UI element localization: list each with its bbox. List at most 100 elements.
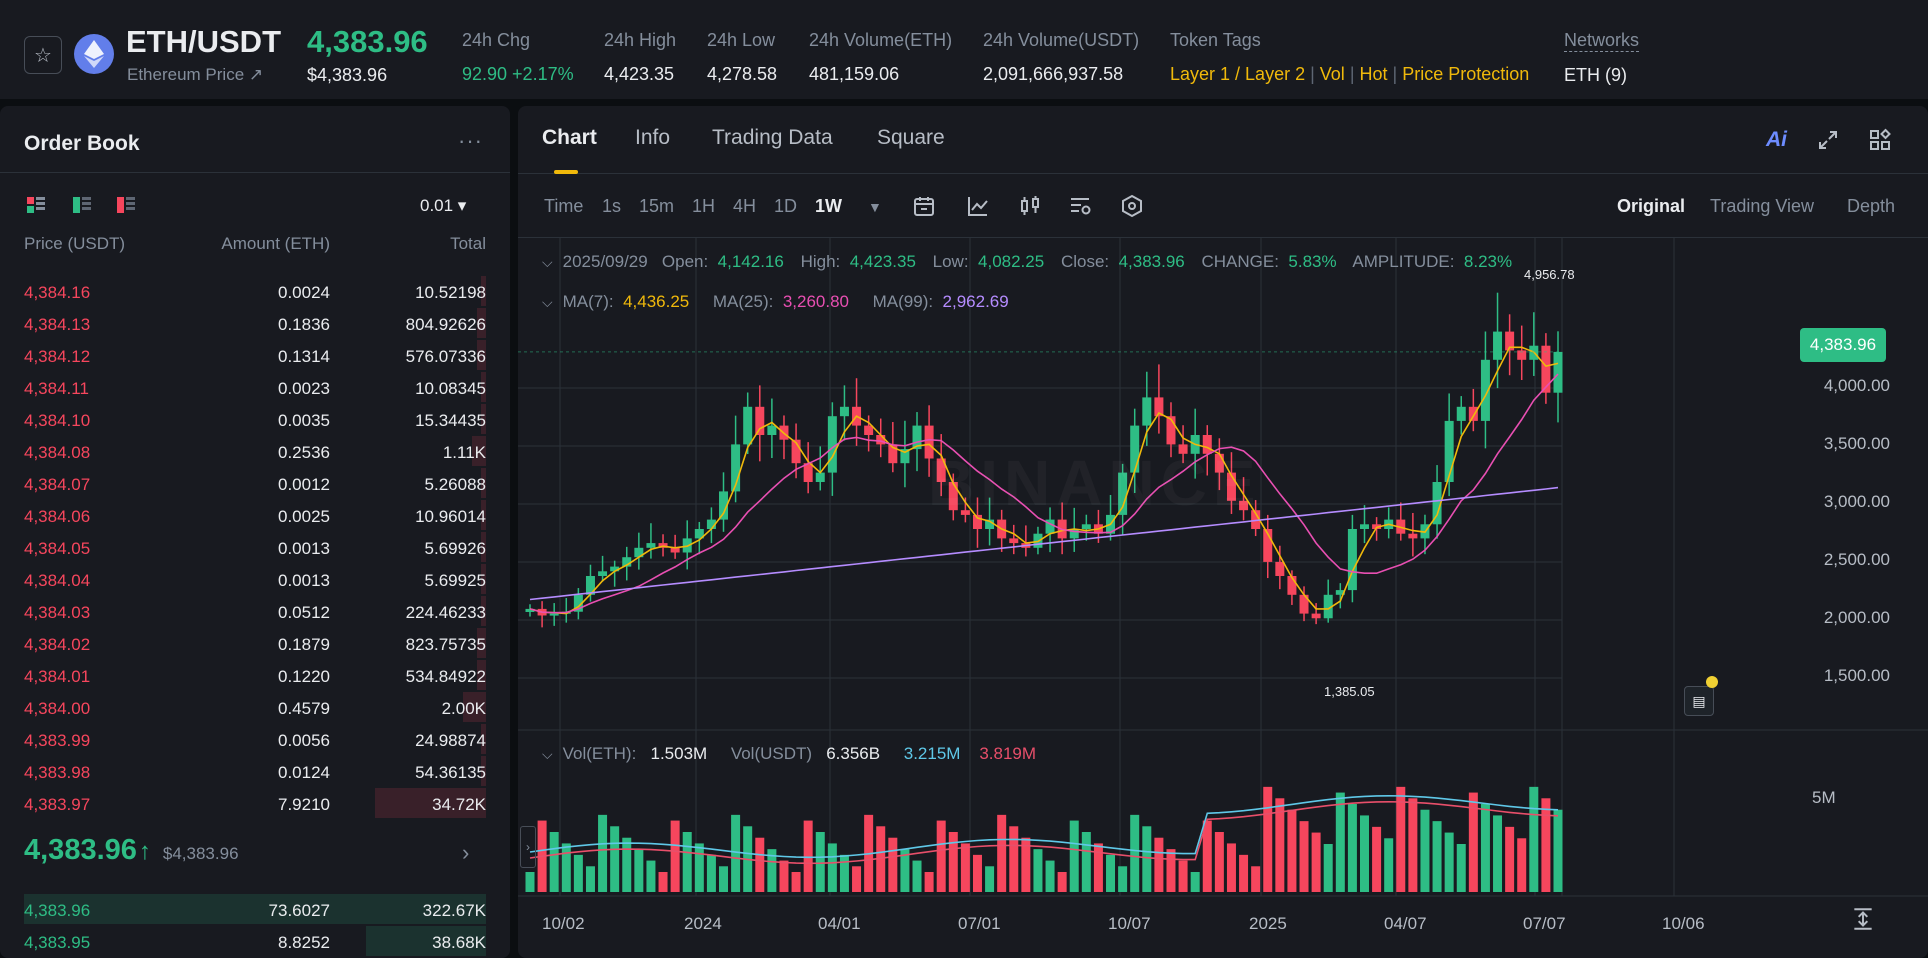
order-row[interactable]: 4,383.99 0.0056 24.98874 — [0, 724, 510, 756]
order-row[interactable]: 4,384.08 0.2536 1.11K — [0, 436, 510, 468]
volume-bar — [1335, 792, 1345, 892]
depth-bar — [481, 404, 486, 434]
volume-bar — [646, 860, 656, 892]
networks-label[interactable]: Networks — [1564, 30, 1640, 52]
stat-label: 24h Chg — [462, 30, 531, 50]
chart-settings-icon[interactable] — [1068, 194, 1092, 218]
order-amount: 0.0013 — [278, 539, 330, 558]
timeframe-1h[interactable]: 1H — [692, 196, 716, 216]
view-bids-icon[interactable] — [72, 196, 92, 214]
candle-type-icon[interactable] — [1018, 194, 1042, 218]
order-row[interactable]: 4,384.10 0.0035 15.34435 — [0, 404, 510, 436]
order-row[interactable]: 4,384.05 0.0013 5.69926 — [0, 532, 510, 564]
order-amount: 0.0023 — [278, 379, 330, 398]
order-row[interactable]: 4,384.16 0.0024 10.52198 — [0, 276, 510, 308]
layout-icon[interactable] — [1868, 128, 1892, 152]
notes-icon[interactable]: ▤ — [1684, 686, 1714, 716]
tag-layer[interactable]: Layer 1 / Layer 2 — [1170, 64, 1306, 84]
candle-body — [767, 425, 777, 435]
candle-body — [1505, 331, 1515, 351]
tab-trading-data[interactable]: Trading Data — [712, 126, 833, 149]
change-label: CHANGE: — [1201, 252, 1279, 271]
timeframe-15m[interactable]: 15m — [639, 196, 675, 216]
view-both-icon[interactable] — [26, 196, 46, 214]
timeframe-1w[interactable]: 1W — [815, 196, 842, 216]
volume-ma1-line — [529, 794, 1559, 859]
volume-bar — [682, 832, 692, 892]
order-row[interactable]: 4,384.04 0.0013 5.69925 — [0, 564, 510, 596]
order-row[interactable]: 4,383.96 73.6027 322.67K — [0, 894, 510, 926]
order-row[interactable]: 4,384.11 0.0023 10.08345 — [0, 372, 510, 404]
volume-bar — [912, 860, 922, 892]
collapse-icon[interactable]: ⌵ — [542, 294, 553, 310]
collapse-icon[interactable]: ⌵ — [542, 746, 553, 762]
last-price-usd: $4,383.96 — [307, 65, 388, 85]
candle-body — [1311, 613, 1321, 619]
order-row[interactable]: 4,383.97 7.9210 34.72K — [0, 788, 510, 820]
fit-chart-icon[interactable] — [1850, 906, 1876, 932]
timeframe-4h[interactable]: 4H — [733, 196, 757, 216]
candlestick-chart[interactable] — [518, 106, 1928, 958]
stat-value: 92.90 +2.17% — [462, 64, 574, 84]
collapse-icon[interactable]: ⌵ — [542, 254, 553, 270]
tab-info[interactable]: Info — [635, 126, 671, 149]
order-row[interactable]: 4,384.00 0.4579 2.00K — [0, 692, 510, 724]
more-options-icon[interactable]: ··· — [458, 128, 483, 153]
order-row[interactable]: 4,383.98 0.0124 54.36135 — [0, 756, 510, 788]
view-asks-icon[interactable] — [116, 196, 136, 214]
x-axis-label: 04/01 — [818, 914, 861, 933]
tag-price-protection[interactable]: Price Protection — [1402, 64, 1530, 84]
candle-body — [1130, 425, 1140, 473]
pair-title[interactable]: ETH/USDT — [126, 24, 281, 59]
order-price: 4,384.02 — [24, 635, 91, 654]
order-price: 4,383.95 — [24, 933, 91, 952]
candle-body — [1323, 594, 1333, 619]
volume-axis-label: 5M — [1812, 788, 1836, 807]
precision-select[interactable]: 0.01 ▾ — [420, 196, 467, 215]
volume-bar — [670, 820, 680, 892]
tag-vol[interactable]: Vol — [1319, 64, 1345, 84]
order-price: 4,384.06 — [24, 507, 91, 526]
networks-value: ETH (9) — [1564, 65, 1627, 85]
order-row[interactable]: 4,384.06 0.0025 10.96014 — [0, 500, 510, 532]
view-original[interactable]: Original — [1617, 196, 1686, 216]
timeframe-1d[interactable]: 1D — [774, 196, 798, 216]
candle-body — [1553, 351, 1563, 393]
timeframe-dropdown-icon[interactable]: ▼ — [868, 199, 882, 215]
indicator-icon[interactable] — [966, 194, 990, 218]
depth-bar — [481, 756, 486, 786]
candle-body — [1432, 482, 1442, 525]
calendar-icon[interactable] — [912, 194, 936, 218]
candle-body — [1517, 350, 1527, 360]
chevron-right-icon[interactable]: › — [462, 840, 470, 865]
order-total: 5.26088 — [424, 475, 486, 494]
order-row[interactable]: 4,384.12 0.1314 576.07336 — [0, 340, 510, 372]
ohlc-date: 2025/09/29 — [562, 252, 648, 271]
order-amount: 0.0056 — [278, 731, 330, 750]
pair-subtitle-link[interactable]: Ethereum Price ↗ — [127, 65, 264, 84]
order-total: 534.84922 — [405, 667, 486, 686]
tag-hot[interactable]: Hot — [1359, 64, 1388, 84]
order-row[interactable]: 4,384.01 0.1220 534.84922 — [0, 660, 510, 692]
order-row[interactable]: 4,384.03 0.0512 224.46233 — [0, 596, 510, 628]
favorite-button[interactable]: ☆ — [24, 36, 62, 74]
order-row[interactable]: 4,384.07 0.0012 5.26088 — [0, 468, 510, 500]
order-price: 4,384.12 — [24, 347, 91, 366]
order-row[interactable]: 4,384.02 0.1879 823.75735 — [0, 628, 510, 660]
ai-icon[interactable]: Ai — [1766, 128, 1787, 151]
tab-chart[interactable]: Chart — [542, 126, 597, 149]
hexagon-settings-icon[interactable] — [1120, 194, 1144, 218]
timeframe-1s[interactable]: 1s — [602, 196, 622, 216]
order-price: 4,383.98 — [24, 763, 91, 782]
tab-square[interactable]: Square — [877, 126, 945, 149]
order-book-panel: Order Book ··· 0.01 ▾ Price (USDT) Amoun… — [0, 106, 510, 958]
volume-bar — [1226, 843, 1236, 892]
expand-icon[interactable] — [1816, 128, 1840, 152]
candle-body — [1468, 406, 1478, 421]
order-row[interactable]: 4,384.13 0.1836 804.92626 — [0, 308, 510, 340]
panel-toggle-icon[interactable]: › — [520, 826, 536, 868]
view-depth[interactable]: Depth — [1847, 196, 1896, 216]
view-trading-view[interactable]: Trading View — [1710, 196, 1815, 216]
candle-body — [1154, 397, 1164, 417]
order-row[interactable]: 4,383.95 8.8252 38.68K — [0, 926, 510, 958]
